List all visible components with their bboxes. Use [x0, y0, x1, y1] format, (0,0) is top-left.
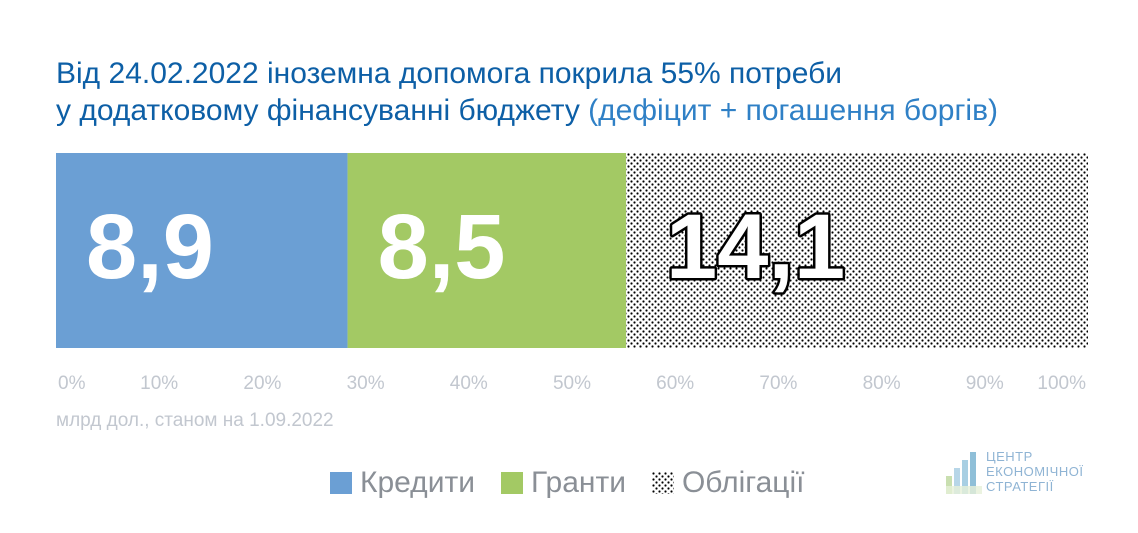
x-tick-label-5: 50%: [553, 373, 591, 394]
stacked-bar-chart: 8,9 8,5 14,1 0% 10% 20% 30% 40% 50% 60% 70% 80% 90%…: [56, 153, 1088, 394]
bar-segments: [56, 153, 1088, 348]
legend-swatch-grants: [500, 472, 523, 494]
legend-swatch-bonds: [651, 472, 674, 494]
x-tick-label-8: 80%: [863, 373, 901, 394]
bar-value-labels: 8,9 8,5 14,1: [86, 194, 848, 301]
units-note: млрд дол., станом на 1.09.2022: [56, 410, 334, 431]
bar-value-label-2: 8,5: [378, 196, 506, 298]
x-tick-label-1: 10%: [140, 373, 178, 394]
x-tick-label-7: 70%: [759, 373, 797, 394]
legend-item-credits: Кредити: [330, 466, 475, 500]
bar-segment-2: [347, 153, 627, 348]
x-tick-label-4: 40%: [450, 373, 488, 394]
x-tick-label-0: 0%: [58, 373, 86, 394]
title-line-2-main: у додатковому фінансуванні бюджету: [56, 94, 580, 127]
legend-item-bonds: Облігації: [651, 466, 805, 500]
title-line-2-sub: (дефіцит + погашення боргів): [588, 94, 999, 127]
legend-label-credits: Кредити: [360, 466, 475, 499]
logo-line-1: ЦЕНТР: [986, 449, 1033, 464]
legend-swatch-credits: [330, 472, 352, 494]
x-tick-label-6: 60%: [656, 373, 694, 394]
x-tick-label-3: 30%: [347, 373, 385, 394]
chart-title: Від 24.02.2022 іноземна допомога покрила…: [56, 55, 1096, 129]
legend-item-grants: Гранти: [500, 466, 626, 500]
logo-line-2: ЕКОНОМІЧНОЇ: [986, 464, 1084, 479]
bar-segment-1: [56, 153, 348, 348]
bar-value-label-1: 8,9: [86, 196, 214, 298]
legend: Кредити Гранти Облігації: [330, 466, 830, 500]
x-axis-ticks: 0% 10% 20% 30% 40% 50% 60% 70% 80% 90% 100%: [58, 373, 1086, 394]
x-tick-label-2: 20%: [243, 373, 281, 394]
bar-value-label-3: 14,1: [666, 196, 845, 298]
logo-bars-icon: [946, 452, 982, 494]
bar-segment-3: [626, 153, 1088, 348]
legend-label-bonds: Облігації: [681, 466, 805, 499]
legend-label-grants: Гранти: [530, 466, 626, 499]
logo: ЦЕНТР ЕКОНОМІЧНОЇ СТРАТЕГІЇ: [946, 446, 1083, 494]
title-line-2: у додатковому фінансуванні бюджету (дефі…: [56, 92, 1096, 129]
logo-text: ЦЕНТР ЕКОНОМІЧНОЇ СТРАТЕГІЇ: [986, 449, 1083, 494]
x-tick-label-9: 90%: [966, 373, 1004, 394]
logo-line-3: СТРАТЕГІЇ: [986, 479, 1054, 494]
x-tick-label-10: 100%: [1037, 373, 1086, 394]
title-line-1: Від 24.02.2022 іноземна допомога покрила…: [56, 57, 843, 90]
